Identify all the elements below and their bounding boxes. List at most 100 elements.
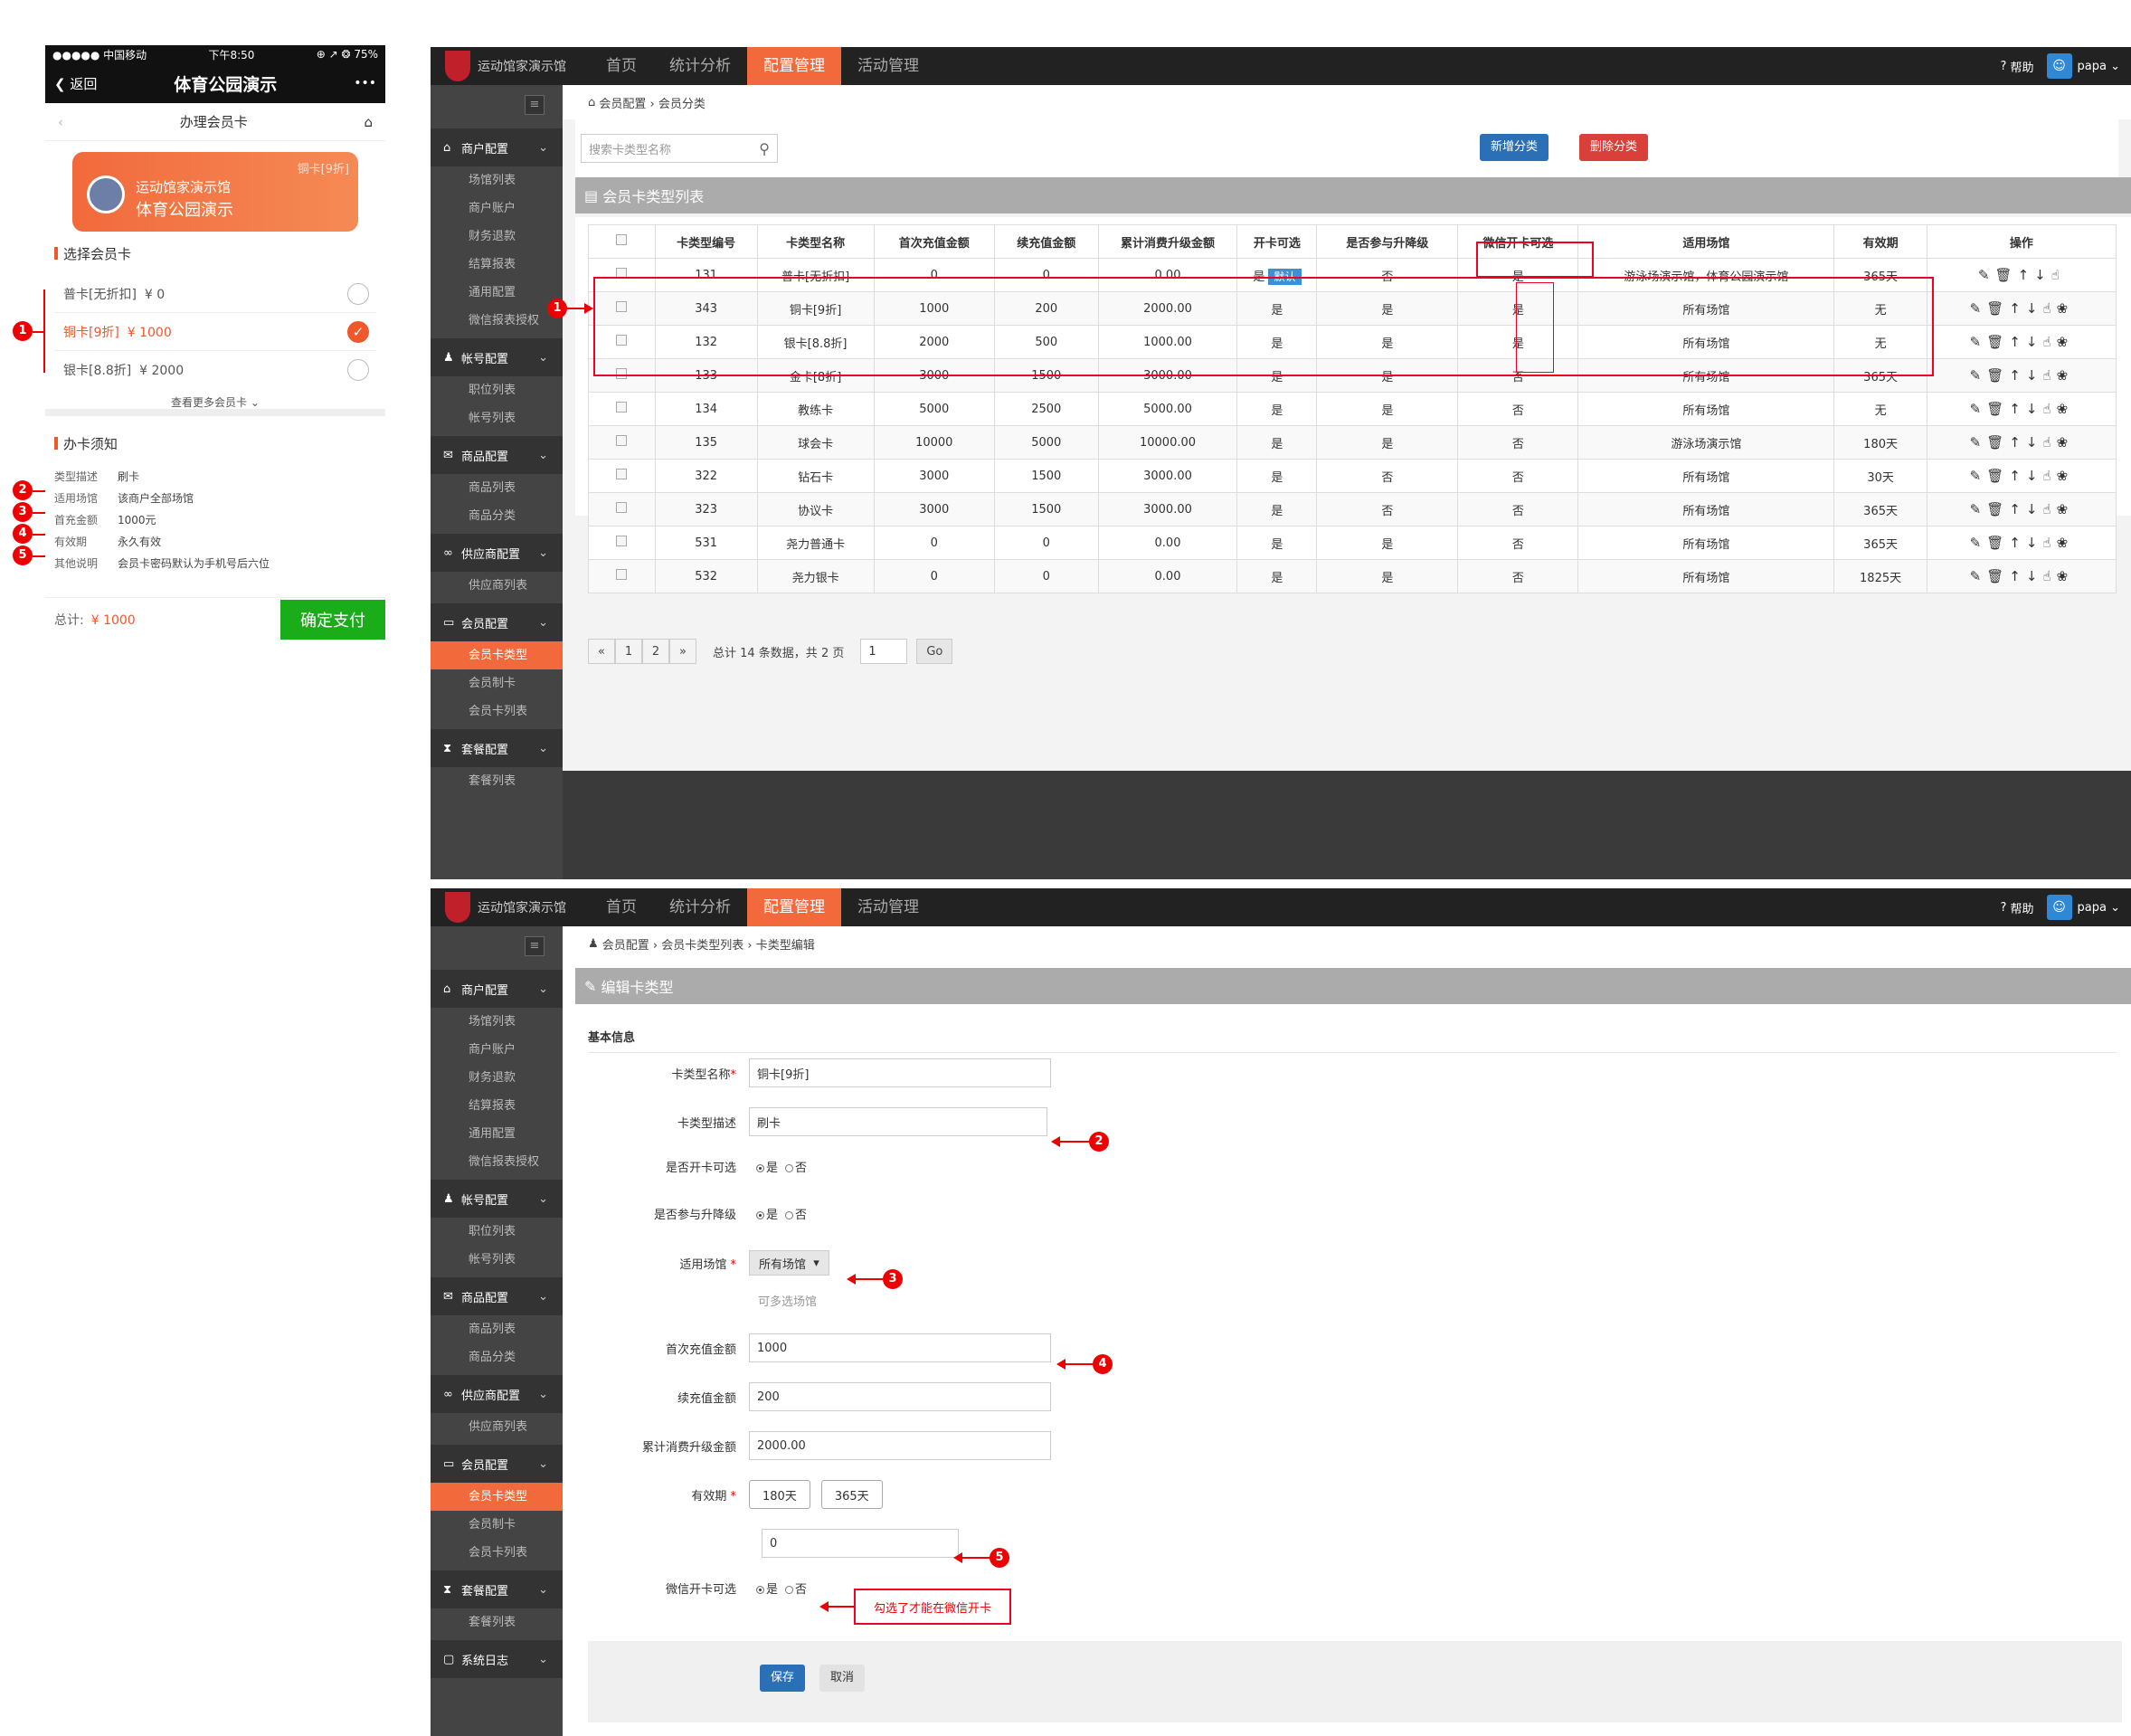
sidebar-group[interactable]: ⌂ 商户配置 ⌄: [431, 970, 563, 1008]
radio-icon[interactable]: [756, 1586, 764, 1594]
radio-icon[interactable]: [785, 1586, 794, 1594]
delete-category-button[interactable]: 删除分类: [1579, 134, 1649, 161]
paw-icon[interactable]: ❀: [2056, 401, 2074, 417]
sidebar-item-active[interactable]: 会员卡类型: [431, 641, 563, 669]
sidebar-item[interactable]: 通用配置: [469, 286, 516, 299]
paw-icon[interactable]: ❀: [2056, 334, 2074, 350]
venue-select[interactable]: 所有场馆 ▾: [749, 1250, 829, 1276]
hand-icon[interactable]: ☝: [2042, 568, 2057, 584]
checkbox[interactable]: [616, 569, 628, 580]
card-option[interactable]: 银卡[8.8折] ¥ 2000: [54, 351, 376, 389]
cancel-button[interactable]: 取消: [819, 1665, 866, 1692]
edit-icon[interactable]: ✎: [1969, 535, 1987, 551]
chevron-left-icon[interactable]: ‹: [58, 113, 63, 130]
row-checkbox[interactable]: [588, 258, 656, 292]
sidebar-group[interactable]: ∞ 供应商配置 ⌄: [431, 534, 563, 572]
edit-icon[interactable]: ✎: [1969, 300, 1987, 317]
sidebar-item[interactable]: 结算报表: [469, 1099, 516, 1113]
select-all[interactable]: [588, 224, 656, 259]
sidebar-group[interactable]: ▭ 会员配置 ⌄: [431, 1445, 563, 1483]
radio-icon[interactable]: [785, 1164, 794, 1172]
row-checkbox[interactable]: [588, 492, 656, 526]
move-up-icon[interactable]: ↑: [2009, 367, 2026, 384]
move-up-icon[interactable]: ↑: [2009, 401, 2026, 417]
sidebar-group[interactable]: ♟ 帐号配置 ⌄: [431, 1180, 563, 1218]
move-down-icon[interactable]: ↓: [2025, 401, 2043, 417]
sidebar-item[interactable]: 财务退款: [469, 1071, 516, 1085]
next-page[interactable]: »: [669, 639, 696, 664]
goto-page-input[interactable]: 1: [860, 639, 908, 664]
username[interactable]: papa: [2077, 59, 2107, 73]
sidebar-item[interactable]: 职位列表: [469, 1225, 516, 1238]
upgrade-amount-input[interactable]: 2000.00: [749, 1431, 1051, 1460]
nav-activity[interactable]: 活动管理: [857, 898, 919, 916]
hand-icon[interactable]: ☝: [2050, 267, 2065, 283]
sidebar-item-active[interactable]: 会员卡类型: [431, 1483, 563, 1511]
paw-icon[interactable]: ❀: [2056, 300, 2074, 317]
wx-radio[interactable]: 是否: [749, 1579, 807, 1597]
sidebar-item[interactable]: 微信报表授权: [469, 314, 540, 327]
edit-icon[interactable]: ✎: [1969, 334, 1987, 350]
sidebar-item[interactable]: 供应商列表: [469, 579, 528, 593]
home-icon[interactable]: ⌂: [364, 113, 373, 130]
row-checkbox[interactable]: [588, 325, 656, 359]
move-up-icon[interactable]: ↑: [2009, 300, 2026, 317]
chevron-down-icon[interactable]: ⌄: [2110, 900, 2120, 915]
hand-icon[interactable]: ☝: [2042, 334, 2057, 350]
sidebar-item[interactable]: 帐号列表: [469, 1253, 516, 1266]
help-icon[interactable]: ?: [2000, 900, 2007, 915]
edit-icon[interactable]: ✎: [1969, 401, 1987, 417]
move-down-icon[interactable]: ↓: [2025, 300, 2043, 317]
nav-stats[interactable]: 统计分析: [669, 898, 731, 916]
paw-icon[interactable]: ❀: [2056, 367, 2074, 384]
edit-icon[interactable]: ✎: [1969, 468, 1987, 484]
nav-config[interactable]: 配置管理: [747, 888, 841, 926]
save-button[interactable]: 保存: [760, 1665, 806, 1692]
delete-icon[interactable]: 🗑: [1986, 401, 2010, 417]
pay-button[interactable]: 确定支付: [280, 599, 385, 640]
menu-icon[interactable]: ≡: [525, 95, 545, 115]
move-down-icon[interactable]: ↓: [2025, 468, 2043, 484]
hand-icon[interactable]: ☝: [2042, 501, 2057, 517]
sidebar-item[interactable]: 会员制卡: [469, 1518, 516, 1532]
row-checkbox[interactable]: [588, 526, 656, 560]
row-checkbox[interactable]: [588, 459, 656, 493]
first-charge-input[interactable]: 1000: [749, 1333, 1051, 1362]
checkbox[interactable]: [616, 536, 628, 546]
delete-icon[interactable]: 🗑: [1986, 535, 2010, 551]
sidebar-item[interactable]: 职位列表: [469, 384, 516, 397]
edit-icon[interactable]: ✎: [1969, 434, 1987, 451]
renew-input[interactable]: 200: [749, 1382, 1051, 1411]
name-input[interactable]: 铜卡[9折]: [749, 1058, 1051, 1087]
hand-icon[interactable]: ☝: [2042, 367, 2057, 384]
page-1[interactable]: 1: [615, 639, 642, 664]
hand-icon[interactable]: ☝: [2042, 401, 2057, 417]
valid-option[interactable]: 180天: [749, 1480, 810, 1509]
hand-icon[interactable]: ☝: [2042, 300, 2057, 317]
sidebar-item[interactable]: 通用配置: [469, 1127, 516, 1141]
hand-icon[interactable]: ☝: [2042, 468, 2057, 484]
hand-icon[interactable]: ☝: [2042, 434, 2057, 451]
check-icon[interactable]: ✓: [347, 320, 369, 343]
move-down-icon[interactable]: ↓: [2034, 267, 2051, 283]
radio-icon[interactable]: [756, 1164, 764, 1172]
nav-config[interactable]: 配置管理: [747, 47, 841, 85]
search-icon[interactable]: ⚲: [759, 139, 770, 157]
delete-icon[interactable]: 🗑: [1994, 267, 2018, 283]
chevron-down-icon[interactable]: ⌄: [2110, 59, 2120, 73]
sidebar-item[interactable]: 套餐列表: [469, 1616, 516, 1629]
nav-stats[interactable]: 统计分析: [669, 57, 731, 75]
sidebar-item[interactable]: 商品分类: [469, 509, 516, 523]
back-button[interactable]: ❮ 返回: [54, 74, 97, 93]
row-checkbox[interactable]: [588, 425, 656, 460]
edit-icon[interactable]: ✎: [1969, 501, 1987, 517]
move-down-icon[interactable]: ↓: [2025, 568, 2043, 584]
row-checkbox[interactable]: [588, 392, 656, 426]
username[interactable]: papa: [2077, 900, 2107, 915]
move-down-icon[interactable]: ↓: [2025, 535, 2043, 551]
paw-icon[interactable]: ❀: [2056, 535, 2074, 551]
move-up-icon[interactable]: ↑: [2009, 468, 2026, 484]
open-radio[interactable]: 是否: [749, 1158, 807, 1175]
sidebar-item[interactable]: 帐号列表: [469, 412, 516, 425]
nav-activity[interactable]: 活动管理: [857, 57, 919, 75]
